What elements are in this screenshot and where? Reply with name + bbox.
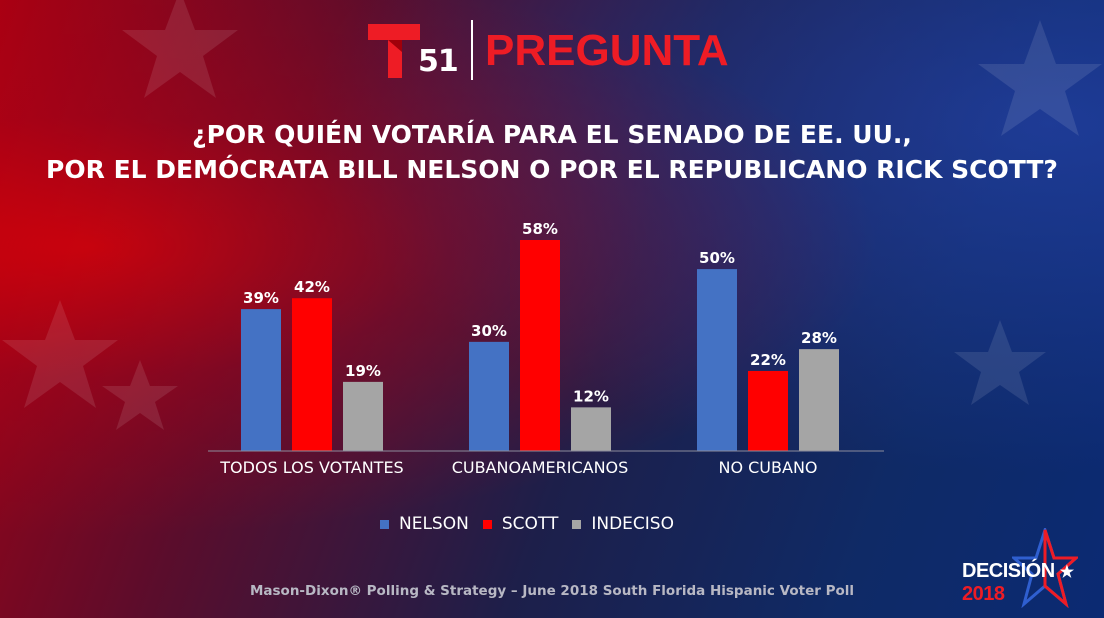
legend-item-indeciso: INDECISO bbox=[572, 514, 674, 534]
data-label-nelson-2: 50% bbox=[699, 249, 735, 267]
legend-item-scott: SCOTT bbox=[482, 514, 559, 534]
background-star-icon bbox=[2, 300, 118, 408]
decision-year: 2018 bbox=[962, 583, 1005, 605]
question-line-1: ¿POR QUIÉN VOTARÍA PARA EL SENADO DE EE.… bbox=[192, 120, 912, 149]
question-line-2: POR EL DEMÓCRATA BILL NELSON O POR EL RE… bbox=[46, 155, 1058, 184]
background-star-icon bbox=[102, 360, 178, 430]
data-label-nelson-0: 39% bbox=[243, 289, 279, 307]
background-star-icon bbox=[978, 20, 1102, 136]
data-label-scott-0: 42% bbox=[294, 278, 330, 296]
category-label-2: NO CUBANO bbox=[718, 458, 817, 477]
legend-item-nelson: NELSON bbox=[380, 514, 469, 534]
data-label-scott-1: 58% bbox=[522, 220, 558, 238]
header-title: PREGUNTA bbox=[485, 26, 729, 75]
data-label-indeciso-0: 19% bbox=[345, 362, 381, 380]
legend-swatch-nelson bbox=[380, 519, 389, 529]
legend: NELSON SCOTT INDECISO bbox=[380, 512, 688, 536]
legend-swatch-scott bbox=[482, 519, 492, 529]
background-star-icon bbox=[954, 320, 1046, 405]
legend-swatch-indeciso bbox=[572, 519, 582, 529]
source-note: Mason-Dixon® Polling & Strategy – June 2… bbox=[249, 583, 855, 599]
decision-word: DECISIÓN bbox=[962, 560, 1055, 582]
legend-label-indeciso: INDECISO bbox=[591, 514, 674, 534]
bar-nelson-1 bbox=[469, 341, 509, 451]
channel-number: 51 bbox=[418, 44, 459, 79]
data-label-indeciso-2: 28% bbox=[801, 329, 837, 347]
data-label-nelson-1: 30% bbox=[471, 322, 507, 340]
bar-scott-0 bbox=[292, 298, 332, 451]
category-label-0: TODOS LOS VOTANTES bbox=[219, 458, 403, 477]
bar-indeciso-0 bbox=[343, 381, 383, 451]
legend-label-scott: SCOTT bbox=[501, 514, 559, 534]
bar-nelson-2 bbox=[697, 269, 737, 451]
data-label-scott-2: 22% bbox=[750, 351, 786, 369]
header-divider bbox=[471, 20, 473, 80]
decision-2018-logo: DECISIÓN ★ 2018 bbox=[962, 560, 1104, 606]
bar-indeciso-2 bbox=[799, 349, 839, 451]
bars-group bbox=[241, 240, 839, 451]
bar-scott-2 bbox=[748, 370, 788, 451]
labels-group: 39% 42% 19% TODOS LOS VOTANTES 30% 58% 12% CUBA… bbox=[219, 220, 837, 477]
decision-star-glyph: ★ bbox=[1059, 564, 1074, 581]
data-label-indeciso-1: 12% bbox=[573, 387, 609, 405]
background-star-icon bbox=[122, 0, 238, 98]
telemundo-t-logo-icon bbox=[368, 24, 420, 78]
bar-scott-1 bbox=[520, 240, 560, 451]
star-icon bbox=[1012, 528, 1078, 608]
category-label-1: CUBANOAMERICANOS bbox=[452, 458, 629, 477]
bar-indeciso-1 bbox=[571, 407, 611, 451]
legend-label-nelson: NELSON bbox=[399, 514, 469, 534]
bar-nelson-0 bbox=[241, 309, 281, 451]
